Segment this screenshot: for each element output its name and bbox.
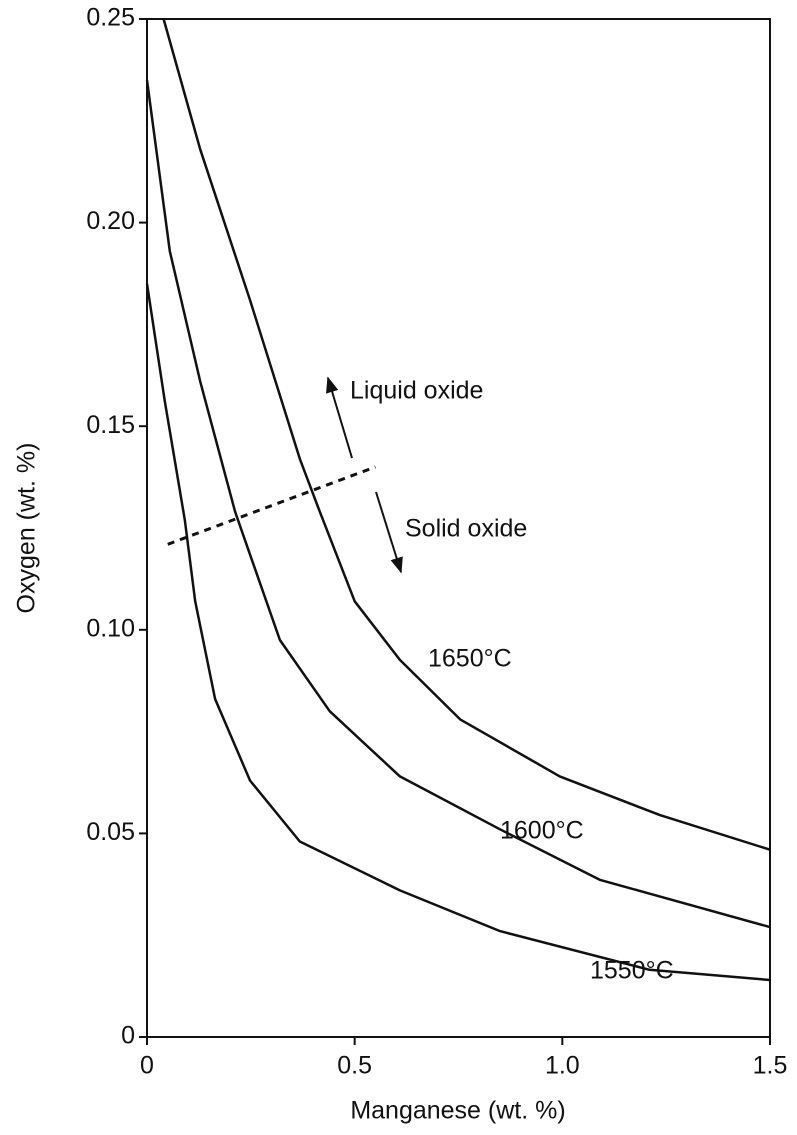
x-tick-label: 1.5 bbox=[753, 1052, 788, 1080]
y-tick-label: 0.05 bbox=[86, 818, 135, 846]
annotation: Solid oxide bbox=[405, 515, 527, 543]
y-tick-label: 0.15 bbox=[86, 411, 135, 439]
x-axis-label: Manganese (wt. %) bbox=[350, 1097, 565, 1125]
annotation: Liquid oxide bbox=[350, 377, 483, 405]
y-axis-label: Oxygen (wt. %) bbox=[13, 443, 41, 614]
arrow bbox=[375, 491, 403, 574]
curve bbox=[145, 79, 771, 929]
x-tick-label: 0.5 bbox=[337, 1052, 372, 1080]
arrow bbox=[326, 376, 353, 459]
phase-boundary bbox=[167, 465, 376, 546]
series-label: 1550°C bbox=[590, 957, 674, 985]
plot-frame bbox=[146, 18, 771, 1038]
x-tick-label: 1.0 bbox=[545, 1052, 580, 1080]
series-label: 1650°C bbox=[428, 645, 512, 673]
x-tick-label: 0 bbox=[140, 1052, 154, 1080]
y-tick-label: 0.25 bbox=[86, 4, 135, 32]
y-tick-label: 0.20 bbox=[86, 207, 135, 235]
y-tick-label: 0 bbox=[121, 1022, 135, 1050]
y-tick-label: 0.10 bbox=[86, 614, 135, 642]
series-label: 1600°C bbox=[500, 817, 584, 845]
curve bbox=[162, 18, 771, 851]
curve bbox=[145, 283, 771, 982]
